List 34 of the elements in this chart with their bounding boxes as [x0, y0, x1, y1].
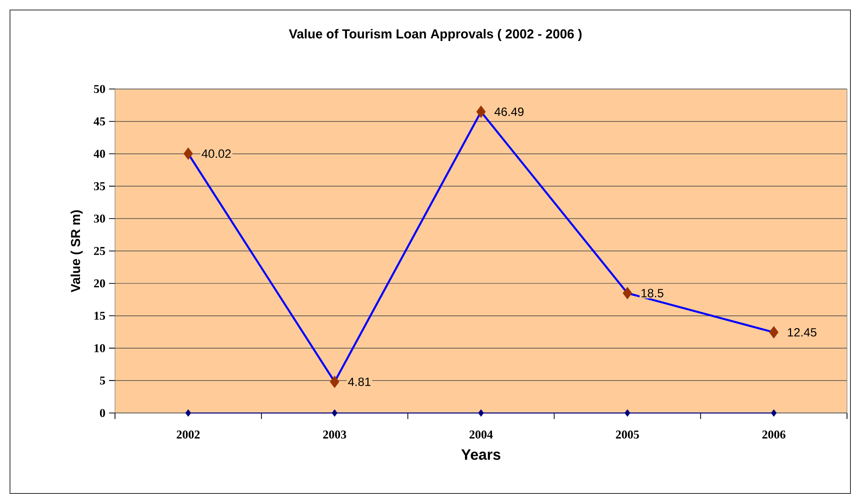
point: [476, 106, 486, 118]
data-label: 46.49: [494, 108, 524, 116]
x-tick-label: 2005: [616, 430, 639, 439]
point: [770, 409, 777, 417]
data-label: 4.81: [348, 378, 370, 386]
y-tick-label: 45: [94, 117, 106, 126]
x-tick-label: 2003: [323, 430, 346, 439]
y-tick-label: 30: [94, 214, 106, 223]
point: [332, 409, 338, 417]
data-label: 18.5: [642, 288, 664, 298]
y-tick-label: 20: [94, 279, 106, 288]
point: [624, 409, 630, 417]
y-tick-label: 35: [94, 182, 106, 190]
y-axis-title: Value ( SR m): [70, 210, 83, 292]
point: [622, 286, 632, 300]
y-tick-label: 40: [94, 150, 106, 158]
point: [185, 409, 192, 417]
y-tick-label: 25: [94, 246, 106, 255]
y-tick-label: 5: [100, 376, 106, 385]
x-tick-label: 2002: [176, 430, 200, 439]
y-tick-label: 0: [100, 408, 106, 418]
chart-title: Value of Tourism Loan Approvals ( 2002 - 2006 ): [288, 28, 582, 42]
data-label: 40.02: [202, 149, 231, 158]
y-tick-label: 15: [94, 312, 106, 320]
point: [184, 147, 193, 160]
x-axis-title: Years: [461, 449, 500, 460]
y-tick-label: 50: [94, 84, 106, 94]
point: [478, 409, 484, 417]
y-tick-label: 10: [94, 344, 106, 352]
point: [769, 326, 779, 339]
x-tick-label: 2006: [762, 430, 786, 439]
x-tick-label: 2004: [470, 430, 493, 439]
data-label: 12.45: [788, 328, 816, 337]
point: [330, 376, 340, 388]
